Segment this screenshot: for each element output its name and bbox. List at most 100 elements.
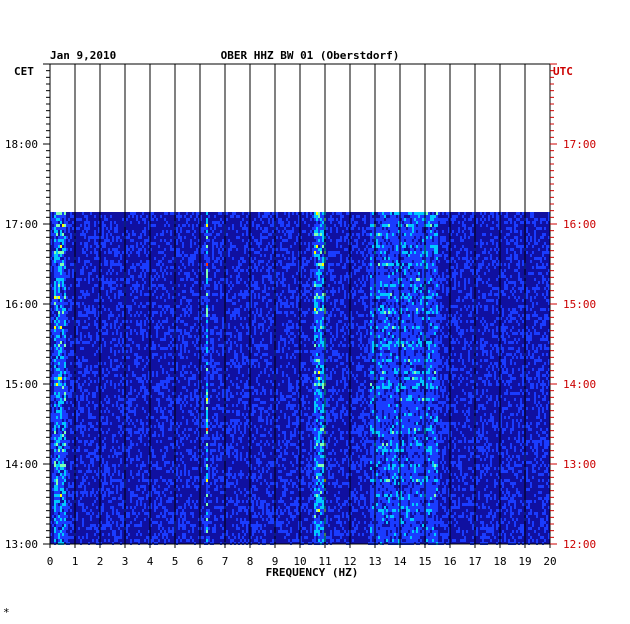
spectrogram-cell [294, 221, 296, 224]
spectrogram-cell [426, 254, 428, 257]
spectrogram-cell [532, 221, 534, 224]
spectrogram-cell [500, 230, 502, 233]
spectrogram-cell [106, 260, 108, 263]
spectrogram-cell [294, 242, 296, 245]
spectrogram-cell [138, 251, 140, 254]
spectrogram-cell [146, 269, 148, 272]
spectrogram-cell [230, 344, 232, 347]
spectrogram-cell [64, 314, 66, 317]
spectrogram-cell [536, 218, 538, 221]
spectrogram-cell [94, 257, 96, 260]
spectrogram-cell [540, 236, 542, 239]
spectrogram-cell [370, 320, 372, 323]
spectrogram-cell [194, 335, 196, 338]
spectrogram-cell [280, 263, 282, 266]
spectrogram-cell [216, 233, 218, 236]
spectrogram-cell [72, 350, 74, 353]
spectrogram-cell [364, 230, 366, 233]
spectrogram-cell [108, 284, 110, 287]
spectrogram-cell [118, 290, 120, 293]
spectrogram-cell [304, 344, 306, 347]
spectrogram-cell [354, 290, 356, 293]
spectrogram-cell [182, 224, 184, 227]
spectrogram-cell [314, 293, 316, 296]
spectrogram-cell [352, 296, 354, 299]
spectrogram-cell [410, 227, 412, 230]
spectrogram-cell [362, 242, 364, 245]
spectrogram-cell [506, 212, 508, 215]
spectrogram-cell [220, 218, 222, 221]
spectrogram-cell [220, 242, 222, 245]
spectrogram-cell [360, 287, 362, 290]
spectrogram-cell [470, 257, 472, 260]
spectrogram-cell [266, 275, 268, 278]
spectrogram-cell [418, 212, 420, 215]
spectrogram-cell [94, 224, 96, 227]
spectrogram-cell [470, 233, 472, 236]
spectrogram-cell [222, 257, 224, 260]
spectrogram-cell [382, 329, 384, 332]
spectrogram-cell [406, 347, 408, 350]
spectrogram-cell [528, 242, 530, 245]
spectrogram-cell [312, 254, 314, 257]
spectrogram-cell [412, 227, 414, 230]
spectrogram-cell [310, 230, 312, 233]
spectrogram-cell [140, 248, 142, 251]
spectrogram-cell [218, 221, 220, 224]
spectrogram-cell [212, 254, 214, 257]
spectrogram-cell [98, 296, 100, 299]
spectrogram-cell [398, 245, 400, 248]
spectrogram-cell [206, 248, 208, 251]
spectrogram-cell [412, 350, 414, 353]
spectrogram-cell [402, 296, 404, 299]
spectrogram-cell [426, 344, 428, 347]
spectrogram-cell [118, 308, 120, 311]
spectrogram-cell [260, 323, 262, 326]
spectrogram-cell [276, 248, 278, 251]
spectrogram-cell [248, 248, 250, 251]
spectrogram-cell [298, 218, 300, 221]
spectrogram-cell [152, 353, 154, 356]
spectrogram-cell [116, 236, 118, 239]
spectrogram-cell [400, 302, 402, 305]
spectrogram-cell [140, 215, 142, 218]
spectrogram-cell [428, 350, 430, 353]
spectrogram-cell [232, 245, 234, 248]
spectrogram-cell [110, 215, 112, 218]
spectrogram-cell [110, 272, 112, 275]
spectrogram-cell [380, 311, 382, 314]
spectrogram-cell [546, 347, 548, 350]
spectrogram-cell [414, 272, 416, 275]
spectrogram-cell [452, 266, 454, 269]
spectrogram-cell [170, 248, 172, 251]
spectrogram-cell [54, 224, 56, 227]
spectrogram-cell [162, 347, 164, 350]
spectrogram-cell [112, 263, 114, 266]
spectrogram-cell [388, 254, 390, 257]
spectrogram-cell [114, 344, 116, 347]
spectrogram-cell [316, 308, 318, 311]
spectrogram-cell [358, 338, 360, 341]
spectrogram-cell [408, 284, 410, 287]
spectrogram-cell [412, 326, 414, 329]
spectrogram-cell [226, 296, 228, 299]
spectrogram-cell [416, 221, 418, 224]
spectrogram-cell [82, 251, 84, 254]
spectrogram-cell [88, 305, 90, 308]
spectrogram-cell [60, 263, 62, 266]
spectrogram-cell [442, 251, 444, 254]
spectrogram-cell [270, 317, 272, 320]
spectrogram-cell [120, 284, 122, 287]
spectrogram-cell [406, 224, 408, 227]
spectrogram-cell [480, 305, 482, 308]
spectrogram-cell [528, 272, 530, 275]
spectrogram-cell [418, 278, 420, 281]
spectrogram-cell [396, 212, 398, 215]
spectrogram-cell [536, 266, 538, 269]
spectrogram-cell [62, 320, 64, 323]
spectrogram-cell [54, 284, 56, 287]
spectrogram-cell [154, 344, 156, 347]
spectrogram-cell [116, 308, 118, 311]
spectrogram-cell [318, 326, 320, 329]
spectrogram-cell [390, 329, 392, 332]
